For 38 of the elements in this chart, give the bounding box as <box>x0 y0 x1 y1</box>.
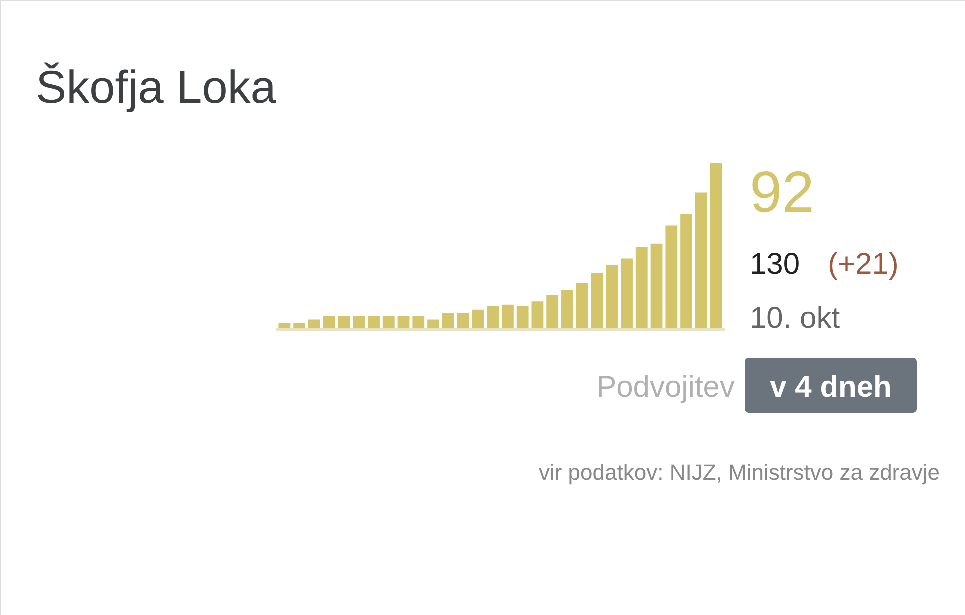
bar <box>576 283 588 328</box>
bar <box>382 316 395 328</box>
bar <box>606 265 618 328</box>
bar <box>323 316 336 328</box>
bar <box>591 274 604 328</box>
text: 92 <box>750 160 815 225</box>
bar <box>353 316 366 328</box>
text: v 4 dneh <box>770 371 892 404</box>
bar <box>472 310 484 328</box>
bar <box>294 323 306 328</box>
bar <box>710 163 722 328</box>
bar <box>666 226 678 328</box>
bar <box>546 295 559 328</box>
bar <box>636 247 648 328</box>
bar <box>650 244 663 328</box>
bar <box>516 306 529 328</box>
bar <box>680 214 692 328</box>
bar <box>502 304 514 328</box>
bar <box>412 316 425 328</box>
bar <box>338 316 350 328</box>
bar <box>562 290 574 328</box>
bar <box>621 258 633 328</box>
bar <box>428 320 440 328</box>
bar <box>368 316 380 328</box>
bar <box>442 313 454 328</box>
text: 130 <box>750 248 800 281</box>
text: (+21) <box>828 248 899 281</box>
bar <box>278 323 291 328</box>
text: 10. okt <box>750 302 841 335</box>
text: vir podatkov: NIJZ, Ministrstvo za zdravje <box>538 460 940 485</box>
bar <box>532 302 544 328</box>
chart-title: Škofja Loka <box>36 61 277 113</box>
bar <box>308 320 320 328</box>
bar <box>457 313 470 328</box>
text: Podvojitev <box>596 371 735 404</box>
bar <box>695 192 708 328</box>
bar <box>487 306 500 328</box>
bar <box>398 316 410 328</box>
